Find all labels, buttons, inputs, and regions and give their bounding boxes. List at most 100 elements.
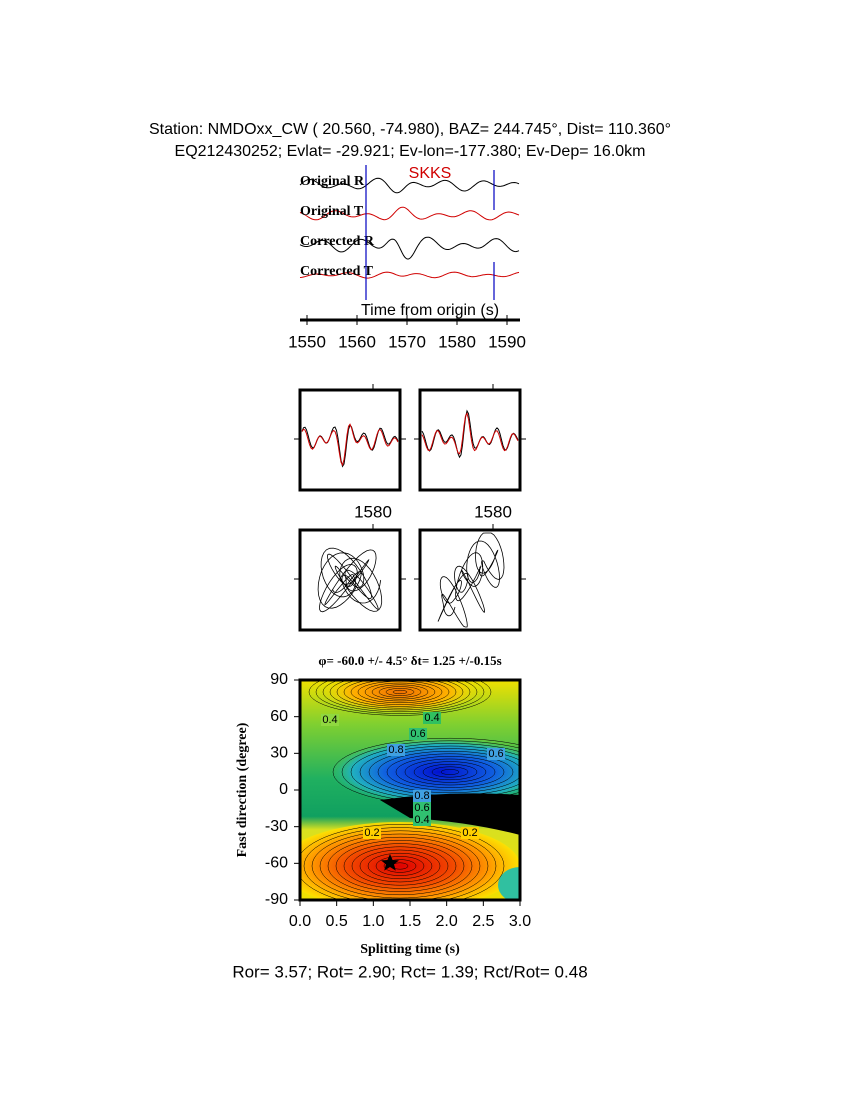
contour-label-bg <box>413 802 431 814</box>
trace-label: Original T <box>300 204 364 219</box>
contour <box>315 680 485 714</box>
trace-label: Corrected T <box>300 264 374 279</box>
trace-label: Corrected R <box>300 234 375 249</box>
contour <box>303 827 497 900</box>
x-tick-label: 2.0 <box>436 913 458 930</box>
waveform <box>301 423 399 467</box>
y-tick-label: -30 <box>265 818 288 835</box>
header-station: Station: NMDOxx_CW ( 20.560, -74.980), B… <box>149 121 671 138</box>
trace-label: Original R <box>300 174 365 189</box>
contour <box>311 830 489 900</box>
contour <box>413 761 487 783</box>
x-tick-label: 1550 <box>288 332 326 351</box>
contour <box>440 769 460 775</box>
y-tick-label: 30 <box>270 745 288 762</box>
contour <box>404 758 496 786</box>
x-tick-label: 0.0 <box>289 913 311 930</box>
waveform <box>301 424 399 468</box>
contour <box>336 680 464 709</box>
contour-label: 0.4 <box>414 814 429 826</box>
contour <box>368 748 520 796</box>
y-tick-label: 0 <box>279 781 288 798</box>
x-tick-label: 1580 <box>438 332 476 351</box>
contour <box>300 824 505 900</box>
x-tick-label: 1580 <box>474 502 512 521</box>
panel-frame <box>298 528 402 632</box>
contour <box>375 856 425 876</box>
contour <box>377 750 520 794</box>
contour-label: 0.2 <box>364 827 379 839</box>
contour-label-bg <box>413 814 431 826</box>
waveform <box>299 271 520 279</box>
contour <box>350 743 520 801</box>
x-tick-label: 1.5 <box>399 913 421 930</box>
contour <box>378 686 422 698</box>
contour-label: 0.6 <box>410 728 425 740</box>
y-tick-label: -90 <box>265 891 288 908</box>
contour <box>343 843 457 889</box>
contour <box>329 680 471 711</box>
contour <box>335 840 465 892</box>
panel-frame <box>418 388 522 492</box>
contour-label: 0.6 <box>488 748 503 760</box>
contour <box>351 846 449 886</box>
contour <box>385 688 415 696</box>
x-tick-label: 2.5 <box>472 913 494 930</box>
y-tick-label: -60 <box>265 855 288 872</box>
contour-label-bg <box>363 827 381 839</box>
contour <box>332 737 520 807</box>
contour-label: 0.6 <box>414 802 429 814</box>
contour <box>343 680 457 707</box>
contour-label-bg <box>461 827 479 839</box>
contour-label: 0.4 <box>424 712 439 724</box>
y-axis-label: Fast direction (degree) <box>235 722 250 857</box>
phase-label: SKKS <box>409 165 452 182</box>
map-title: φ= -60.0 +/- 4.5° δt= 1.25 +/-0.15s <box>318 653 501 668</box>
contour <box>319 833 481 899</box>
particle-motion <box>437 532 505 628</box>
x-tick-label: 1570 <box>388 332 426 351</box>
waveform <box>299 177 520 194</box>
contour-lines <box>300 680 520 900</box>
waveform <box>421 412 519 455</box>
contour <box>308 680 492 716</box>
waveform <box>299 206 520 221</box>
contour-label-bg <box>423 712 441 724</box>
contour-label: 0.2 <box>462 827 477 839</box>
contour <box>367 852 433 880</box>
contour <box>322 680 478 713</box>
waveform <box>421 409 519 459</box>
contour <box>392 689 408 695</box>
contour-label-bg <box>321 714 339 726</box>
map-region <box>300 822 520 900</box>
particle-motion <box>317 547 383 613</box>
contour <box>341 740 520 804</box>
x-axis-label: Time from origin (s) <box>361 302 499 319</box>
contour <box>350 680 450 705</box>
contour <box>371 684 429 700</box>
contour-label: 0.8 <box>388 744 403 756</box>
x-tick-label: 1.0 <box>362 913 384 930</box>
contour <box>422 763 478 781</box>
contour-label-bg <box>409 728 427 740</box>
map-region <box>498 867 520 900</box>
contour-label: 0.4 <box>322 714 337 726</box>
footer-stats: Ror= 3.57; Rot= 2.90; Rct= 1.39; Rct/Rot… <box>232 962 587 981</box>
contour <box>431 766 469 778</box>
panel-frame <box>298 388 402 492</box>
x-tick-label: 3.0 <box>509 913 531 930</box>
best-fit-star <box>381 854 399 871</box>
x-axis-label: Splitting time (s) <box>360 942 460 957</box>
x-tick-label: 1590 <box>488 332 526 351</box>
contour <box>364 682 436 702</box>
y-tick-label: 60 <box>270 708 288 725</box>
waveform <box>299 236 520 260</box>
panel-frame <box>418 528 522 632</box>
contour <box>395 756 505 788</box>
contour <box>359 849 441 883</box>
contour <box>359 745 520 799</box>
contour <box>386 753 514 791</box>
y-tick-label: 90 <box>270 671 288 688</box>
contour-label-bg <box>413 790 431 802</box>
